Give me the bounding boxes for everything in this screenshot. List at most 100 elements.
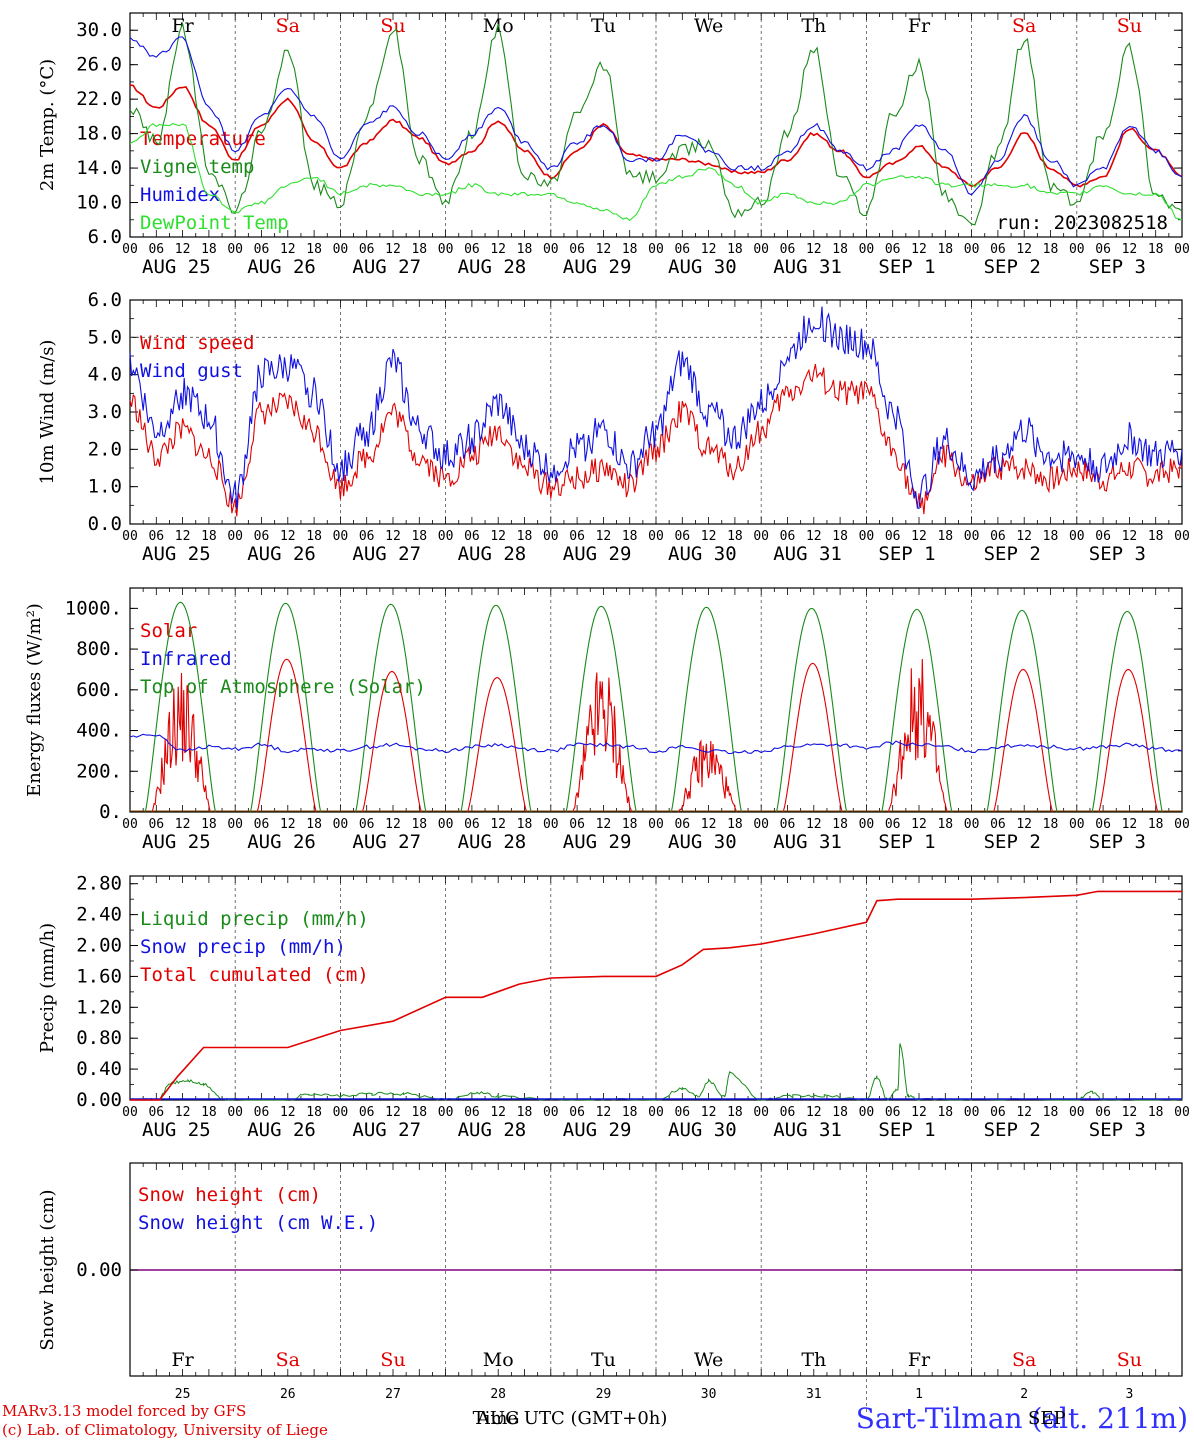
day-number-label: 31 [806,1387,822,1402]
weekday-top-label: Fr [908,15,931,37]
hour-label: 18 [517,242,533,257]
day-number-label: 3 [1125,1387,1133,1402]
date-label: AUG 28 [458,543,527,565]
day-number-label: 29 [596,1387,612,1402]
toa-solar-curve [355,603,427,813]
weekday-bottom-label: Mo [483,1349,514,1371]
hour-label: 12 [1016,529,1032,544]
solar-curve [572,672,633,813]
y-tick-label: 0.80 [76,1027,122,1049]
hour-label: 12 [596,529,612,544]
hour-label: 06 [780,242,796,257]
hour-label: 00 [122,242,138,257]
panel-energy-ylabel: Energy fluxes (W/m²) [24,603,45,797]
date-label: AUG 29 [563,831,632,853]
day-number-label: 1 [915,1387,923,1402]
hour-label: 06 [148,817,164,832]
hour-label: 18 [411,817,427,832]
hour-label: 18 [517,1105,533,1120]
y-tick-label: 3.0 [88,401,122,423]
date-label: AUG 30 [668,1119,737,1141]
hour-label: 00 [859,817,875,832]
wind-line-0 [129,363,1183,517]
toa-solar-curve [986,609,1058,813]
hour-label: 18 [937,1105,953,1120]
hour-label: 18 [306,1105,322,1120]
temperature-line-2 [129,36,1183,196]
hour-label: 00 [1174,529,1190,544]
weekday-bottom-label: Su [1117,1349,1142,1371]
hour-label: 18 [727,529,743,544]
hour-label: 00 [1069,817,1085,832]
hour-label: 18 [1043,529,1059,544]
temperature-line-0 [129,84,1183,188]
hour-label: 06 [1095,529,1111,544]
hour-label: 18 [201,242,217,257]
hour-label: 00 [227,529,243,544]
panel-precip-ylabel: Precip (mm/h) [37,923,58,1053]
hour-label: 18 [201,1105,217,1120]
snow-ytick-0: 0.00 [76,1259,122,1281]
weekday-bottom-label: Tu [591,1349,616,1371]
hour-label: 18 [411,1105,427,1120]
hour-label: 06 [254,1105,270,1120]
date-label: AUG 27 [352,831,421,853]
hour-label: 00 [438,1105,454,1120]
hour-label: 06 [1095,817,1111,832]
hour-label: 12 [385,529,401,544]
weekday-bottom-label: Th [801,1349,826,1371]
hour-label: 12 [1016,242,1032,257]
hour-label: 12 [911,817,927,832]
solar-curve [151,672,212,813]
weekday-bottom-label: Sa [276,1349,300,1371]
day-number-label: 26 [280,1387,296,1402]
hour-label: 00 [227,1105,243,1120]
panel-wind-frame [129,299,1183,525]
hour-label: 18 [1148,817,1164,832]
day-number-label: 27 [385,1387,401,1402]
hour-label: 00 [964,242,980,257]
hour-label: 12 [701,1105,717,1120]
hour-label: 06 [464,529,480,544]
hour-label: 18 [727,242,743,257]
y-tick-label: 0.0 [88,513,122,535]
hour-label: 12 [596,1105,612,1120]
hour-label: 12 [701,242,717,257]
hour-label: 12 [1122,242,1138,257]
hour-label: 00 [227,817,243,832]
hour-label: 18 [622,1105,638,1120]
y-tick-label: 1.0 [88,476,122,498]
weekday-bottom-label: Su [380,1349,405,1371]
date-label: SEP 3 [1089,543,1146,565]
hour-label: 18 [622,817,638,832]
toa-solar-curve [1091,610,1163,813]
hour-label: 00 [1069,242,1085,257]
hour-label: 12 [1016,1105,1032,1120]
date-label: SEP 2 [984,256,1041,278]
hour-label: 00 [753,1105,769,1120]
hour-label: 18 [832,529,848,544]
hour-label: 06 [569,817,585,832]
hour-label: 12 [385,817,401,832]
hour-label: 12 [1122,529,1138,544]
hour-label: 12 [1016,817,1032,832]
hour-label: 12 [596,242,612,257]
y-tick-label: 4.0 [88,364,122,386]
weekday-top-label: We [694,15,723,37]
date-label: AUG 31 [773,256,842,278]
hour-label: 00 [1174,817,1190,832]
hour-label: 06 [148,242,164,257]
hour-label: 00 [227,242,243,257]
x-axis-title: Time UTC (GMT+0h) [473,1408,668,1429]
y-tick-label: 30.0 [76,19,122,41]
hour-label: 06 [674,1105,690,1120]
hour-label: 12 [806,817,822,832]
hour-label: 12 [280,1105,296,1120]
hour-label: 06 [359,1105,375,1120]
panel-energy-frame [129,587,1183,813]
hour-label: 06 [885,1105,901,1120]
hour-label: 18 [1043,817,1059,832]
